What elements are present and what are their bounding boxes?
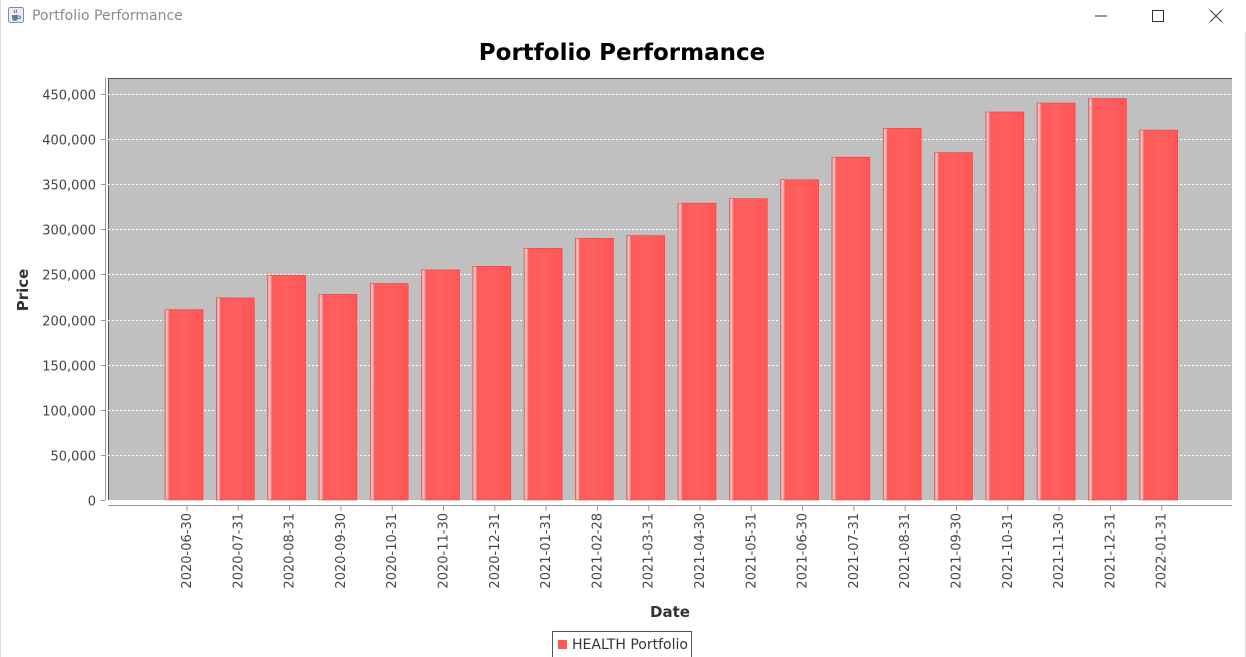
bar [1139,129,1178,501]
x-tick-label: 2021-07-31 [847,513,862,589]
x-tick-label: 2020-09-30 [334,513,349,589]
y-tick-label: 250,000 [42,269,96,284]
x-axis-label: Date [650,603,690,621]
bar [472,266,512,501]
bar [1088,98,1127,501]
chart-area: Portfolio Performance 0 50,000 100,000 150,… [14,40,1232,621]
bar [216,297,255,501]
y-tick-label: 150,000 [42,360,96,375]
close-button[interactable] [1187,0,1245,32]
y-axis-ticks: 0 50,000 100,000 150,000 200,000 250,000 300,0… [42,89,105,510]
legend-swatch [558,640,567,649]
bar [985,111,1025,501]
minimize-icon [1095,15,1107,17]
x-tick-label: 2021-10-31 [1001,513,1016,589]
bar [369,283,409,501]
x-tick-label: 2021-08-31 [898,513,913,589]
bar [267,275,306,501]
x-tick-label: 2021-05-31 [744,513,759,589]
x-tick-label: 2020-11-30 [437,513,452,589]
y-axis-label: Price [14,269,32,312]
y-tick-label: 350,000 [42,179,96,194]
x-tick-label: 2020-07-31 [231,513,246,589]
x-tick-label: 2021-04-30 [693,513,708,589]
bar [677,202,717,501]
bars [164,98,1178,501]
bar [728,198,768,501]
bar [882,128,922,501]
x-tick-label: 2021-01-31 [539,513,554,589]
legend-label: HEALTH Portfolio [572,637,688,653]
minimize-button[interactable] [1072,0,1130,32]
x-tick-label: 2022-01-31 [1155,513,1170,589]
legend: HEALTH Portfolio [552,631,692,657]
bar [421,269,460,501]
x-tick-label: 2021-02-28 [590,513,605,589]
maximize-button[interactable] [1129,0,1187,32]
close-icon [1209,9,1223,23]
bar [831,156,871,501]
y-tick-label: 300,000 [42,224,96,239]
bar [934,152,973,501]
bar [164,309,204,501]
x-tick-label: 2020-10-31 [385,513,400,589]
y-tick-label: 0 [88,495,96,510]
x-tick-label: 2020-08-31 [283,513,298,589]
maximize-icon [1152,10,1164,22]
y-tick-label: 100,000 [42,405,96,420]
x-tick-label: 2021-12-31 [1103,513,1118,589]
y-tick-label: 400,000 [42,134,96,149]
x-tick-label: 2020-06-30 [180,513,195,589]
bar [318,293,358,501]
bar [626,235,666,501]
bar [1036,102,1076,501]
chart-title: Portfolio Performance [479,40,765,66]
x-tick-label: 2021-11-30 [1052,513,1067,589]
bar [523,248,563,501]
y-tick-label: 200,000 [42,315,96,330]
bar [780,179,819,501]
x-axis-ticks: 2020-06-30 2020-07-31 2020-08-31 2020-09-30… [180,506,1170,589]
y-tick-label: 450,000 [42,89,96,104]
title-bar[interactable]: Portfolio Performance [1,0,1246,32]
java-cup-icon [8,7,24,23]
y-tick-label: 50,000 [51,450,97,465]
x-tick-label: 2020-12-31 [488,513,503,589]
x-tick-label: 2021-06-30 [796,513,811,589]
bar [575,238,614,501]
x-tick-label: 2021-09-30 [950,513,965,589]
x-tick-label: 2021-03-31 [642,513,657,589]
window-title: Portfolio Performance [32,8,183,24]
